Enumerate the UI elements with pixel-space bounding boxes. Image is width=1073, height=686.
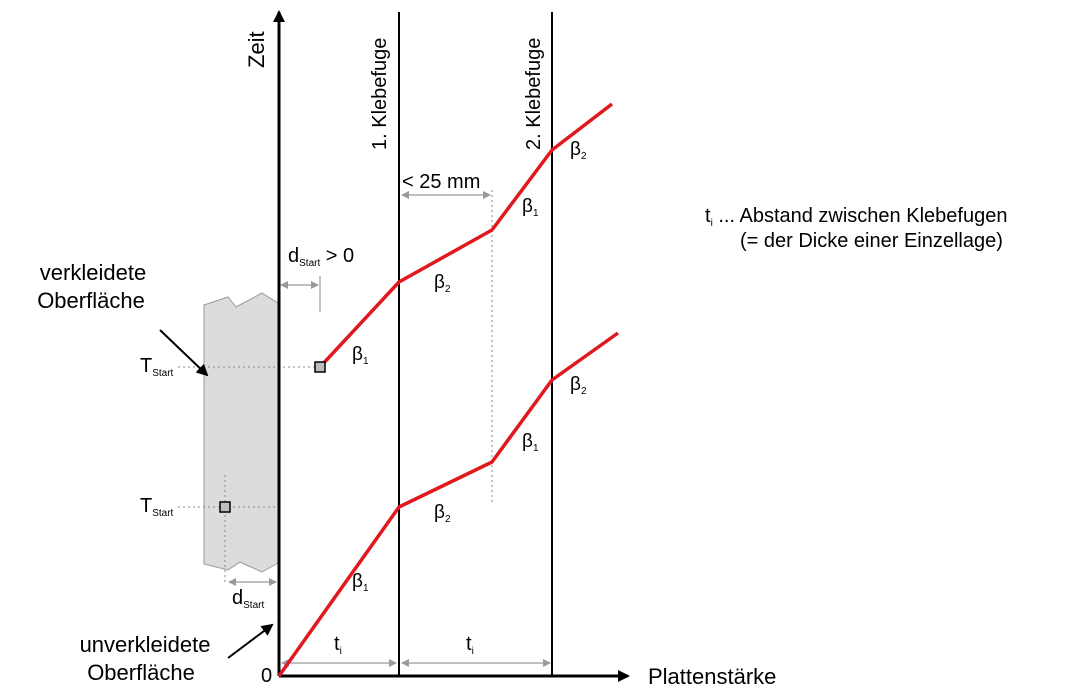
clad-surface-label-line1: verkleidete bbox=[40, 260, 146, 285]
ti-left-label: ti bbox=[334, 633, 342, 657]
cladding-panel bbox=[203, 292, 279, 573]
beta-label: β1 bbox=[352, 344, 369, 367]
clad-pointer-arrow bbox=[159, 329, 209, 377]
unclad-surface-label-line1: unverkleidete bbox=[80, 632, 211, 657]
beta-label: β2 bbox=[570, 139, 587, 162]
beta-label: β2 bbox=[434, 272, 451, 295]
beta-label: β1 bbox=[352, 571, 369, 594]
tstart-lower-label: TStart bbox=[140, 495, 174, 519]
ti-right-label: ti bbox=[466, 633, 474, 657]
clad-surface-label-line2: Oberfläche bbox=[37, 288, 145, 313]
charring-curve-clad bbox=[318, 102, 614, 369]
beta-label: β2 bbox=[570, 374, 587, 397]
beta-label: β1 bbox=[522, 431, 539, 454]
legend-line-2: (= der Dicke einer Einzellage) bbox=[740, 230, 1003, 252]
x-axis-label: Plattenstärke bbox=[648, 664, 776, 686]
unclad-surface-label-line2: Oberfläche bbox=[87, 660, 195, 685]
dstart-gt0-label: dStart > 0 bbox=[288, 245, 354, 269]
charring-curve-unclad bbox=[277, 331, 620, 678]
tstart-marker-upper bbox=[314, 361, 326, 373]
tstart-upper-label: TStart bbox=[140, 355, 174, 379]
legend-line-1: ti ... Abstand zwischen Klebefugen bbox=[705, 205, 1007, 229]
less25-label: < 25 mm bbox=[402, 171, 480, 193]
dstart-label: dStart bbox=[232, 587, 264, 611]
origin-label: 0 bbox=[261, 665, 272, 686]
glue-line-2-label: 2. Klebefuge bbox=[523, 38, 545, 150]
beta-label: β2 bbox=[434, 502, 451, 525]
beta-label: β1 bbox=[522, 196, 539, 219]
unclad-pointer-arrow bbox=[227, 623, 274, 659]
y-axis-label: Zeit bbox=[244, 31, 269, 68]
glue-line-1-label: 1. Klebefuge bbox=[369, 38, 391, 150]
tstart-marker-lower bbox=[219, 501, 231, 513]
